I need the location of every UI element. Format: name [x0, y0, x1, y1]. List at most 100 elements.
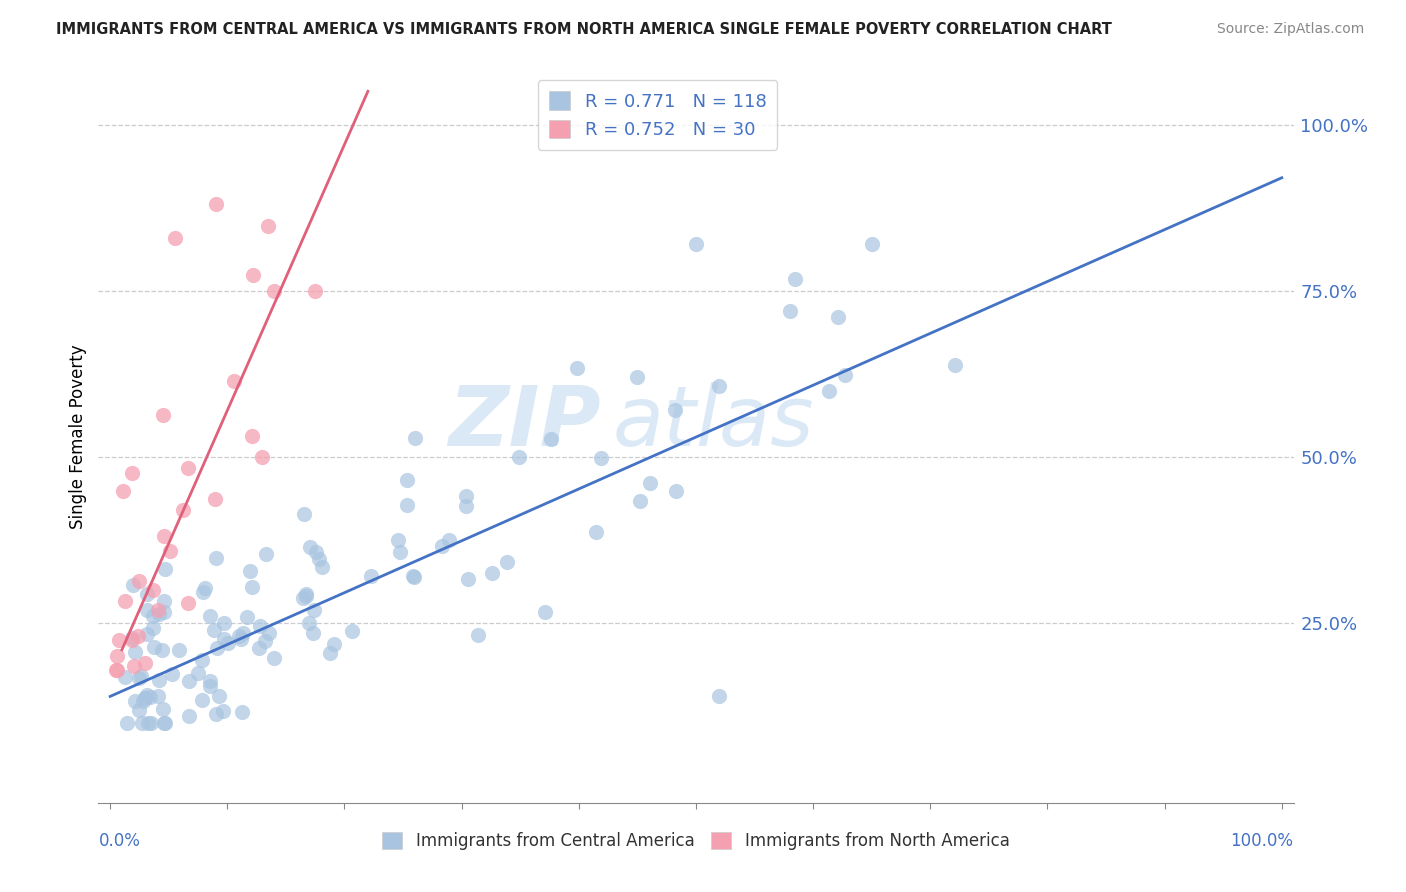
Point: [131, 716, 153, 731]
Point: [152, 408, 174, 422]
Point: [128, 574, 150, 588]
Point: [214, 632, 236, 647]
Point: [191, 584, 214, 599]
Point: [128, 671, 150, 685]
Point: [817, 384, 839, 398]
Point: [129, 668, 152, 682]
Point: [187, 665, 209, 680]
Point: [191, 653, 214, 667]
Point: [228, 629, 250, 643]
Point: [834, 368, 856, 382]
Point: [779, 303, 801, 318]
Point: [295, 587, 318, 601]
Point: [638, 475, 661, 490]
Point: [105, 649, 128, 664]
Point: [783, 272, 806, 286]
Point: [143, 640, 166, 654]
Point: [291, 591, 314, 605]
Point: [860, 237, 883, 252]
Point: [508, 450, 530, 464]
Point: [148, 607, 170, 621]
Point: [148, 603, 170, 617]
Point: [496, 555, 519, 569]
Point: [585, 524, 607, 539]
Point: [191, 693, 214, 707]
Point: [389, 544, 412, 558]
Y-axis label: Single Female Poverty: Single Female Poverty: [69, 345, 87, 529]
Point: [117, 716, 139, 731]
Point: [135, 603, 157, 617]
Point: [467, 628, 489, 642]
Point: [630, 494, 652, 508]
Point: [298, 540, 321, 554]
Point: [153, 716, 176, 731]
Text: Source: ZipAtlas.com: Source: ZipAtlas.com: [1216, 22, 1364, 37]
Point: [132, 694, 155, 708]
Point: [664, 402, 686, 417]
Point: [240, 428, 263, 442]
Point: [105, 663, 128, 677]
Point: [404, 431, 426, 445]
Text: 100.0%: 100.0%: [1230, 832, 1294, 850]
Point: [128, 703, 150, 717]
Point: [134, 656, 156, 670]
Point: [589, 451, 612, 466]
Point: [404, 570, 426, 584]
Point: [152, 702, 174, 716]
Point: [114, 594, 136, 608]
Point: [481, 566, 503, 580]
Point: [224, 375, 246, 389]
Point: [124, 658, 146, 673]
Point: [709, 690, 731, 704]
Point: [454, 489, 477, 503]
Point: [111, 483, 134, 498]
Point: [231, 706, 253, 720]
Point: [177, 673, 200, 688]
Point: [169, 642, 191, 657]
Point: [395, 473, 418, 487]
Point: [308, 551, 330, 566]
Point: [208, 689, 231, 703]
Point: [239, 564, 262, 578]
Point: [318, 646, 340, 660]
Point: [240, 580, 263, 594]
Point: [205, 550, 228, 565]
Point: [249, 619, 271, 633]
Point: [430, 539, 453, 553]
Point: [294, 590, 316, 604]
Point: [217, 636, 239, 650]
Point: [148, 673, 170, 688]
Point: [177, 460, 200, 475]
Point: [142, 621, 165, 635]
Point: [685, 237, 707, 252]
Point: [177, 596, 200, 610]
Point: [236, 610, 259, 624]
Point: [160, 667, 183, 681]
Point: [257, 626, 280, 640]
Point: [198, 679, 221, 693]
Point: [626, 370, 648, 384]
Text: 0.0%: 0.0%: [98, 832, 141, 850]
Point: [153, 561, 176, 575]
Point: [252, 450, 274, 464]
Point: [211, 704, 233, 718]
Point: [257, 219, 280, 233]
Point: [457, 572, 479, 586]
Point: [665, 484, 688, 499]
Point: [247, 641, 270, 656]
Text: ZIP: ZIP: [447, 382, 600, 463]
Point: [205, 641, 228, 656]
Point: [139, 716, 162, 731]
Point: [322, 637, 344, 651]
Point: [153, 593, 176, 607]
Point: [707, 379, 730, 393]
Point: [232, 626, 254, 640]
Point: [172, 503, 194, 517]
Point: [163, 230, 186, 244]
Point: [540, 432, 562, 446]
Point: [204, 491, 226, 506]
Point: [121, 577, 143, 591]
Point: [121, 633, 143, 648]
Point: [153, 605, 176, 619]
Point: [202, 623, 225, 637]
